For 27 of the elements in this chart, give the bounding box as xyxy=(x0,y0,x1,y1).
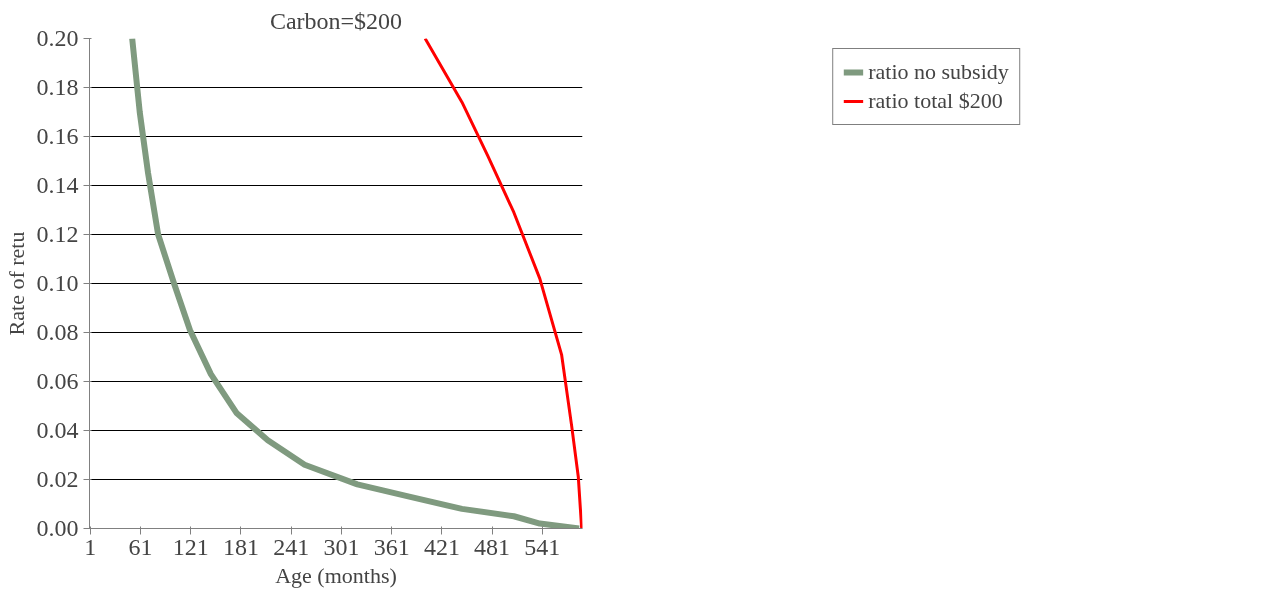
y-tick-label: 0.12 xyxy=(36,221,79,247)
x-tick-label: 121 xyxy=(172,533,209,560)
y-tick-label: 0.06 xyxy=(36,368,79,394)
y-tick-label: 0.20 xyxy=(36,25,79,51)
x-tick-label: 1 xyxy=(84,533,97,560)
line-series xyxy=(423,38,583,529)
x-tick-label: 241 xyxy=(273,533,310,560)
y-tick-label: 0.08 xyxy=(36,319,79,345)
y-tick-label: 0.18 xyxy=(36,74,79,100)
x-tick-label: 61 xyxy=(128,533,153,560)
chart-title: Carbon=$200 xyxy=(269,7,403,34)
x-tick-label: 301 xyxy=(323,533,360,560)
legend-label: ratio total $200 xyxy=(868,88,1003,114)
y-tick-label: 0.14 xyxy=(36,172,79,198)
y-tick-label: 0.16 xyxy=(36,123,79,149)
y-tick-label: 0.04 xyxy=(36,417,79,443)
x-tick-label: 421 xyxy=(423,533,460,560)
y-tick-label: 0.00 xyxy=(36,515,79,541)
y-tick-label: 0.10 xyxy=(36,270,79,296)
legend-label: ratio no subsidy xyxy=(868,59,1009,85)
x-tick-label: 181 xyxy=(223,533,259,560)
y-axis-title: Rate of retu xyxy=(3,231,29,336)
x-tick-label: 481 xyxy=(474,533,511,560)
y-tick-label: 0.02 xyxy=(36,466,79,492)
x-axis-title: Age (months) xyxy=(275,562,397,588)
x-tick-label: 361 xyxy=(373,533,410,560)
x-tick-label: 541 xyxy=(524,533,561,560)
